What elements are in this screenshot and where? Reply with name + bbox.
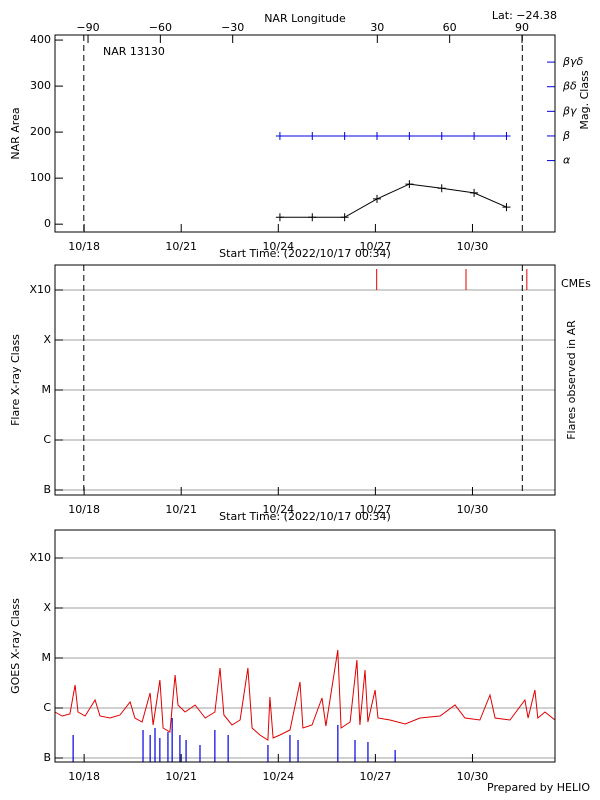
y-tick-label: 400 bbox=[30, 33, 51, 46]
x-tick-label: 10/30 bbox=[457, 240, 489, 253]
y2-axis-label: Flares observed in AR bbox=[565, 320, 578, 440]
x-tick-label: 10/24 bbox=[262, 240, 294, 253]
plot-frame bbox=[54, 264, 556, 496]
panel: B C M X X10 10/18 10/21 10/24 10/27 10/30 GOES X-r… bbox=[9, 529, 590, 794]
y-tick-label: X bbox=[43, 601, 51, 614]
x-tick-label: 10/24 bbox=[262, 770, 294, 783]
x-tick-label: 10/18 bbox=[68, 503, 100, 516]
point-marker bbox=[470, 131, 479, 140]
point-marker bbox=[340, 213, 349, 222]
y-tick-label: M bbox=[42, 383, 52, 396]
x2-tick-label: −90 bbox=[76, 21, 99, 34]
panel: B C M X X10 10/18 10/21 10/24 10/27 10/30 CMEs Star… bbox=[9, 264, 591, 523]
x-axis-label: Start Time: (2022/10/17 00:34) bbox=[219, 247, 391, 260]
x-tick-label: 10/27 bbox=[360, 503, 392, 516]
y-tick-label: 0 bbox=[44, 217, 51, 230]
point-marker bbox=[405, 180, 414, 189]
chart-title: NAR 13130 bbox=[103, 45, 165, 58]
x-tick-label: 10/21 bbox=[165, 770, 197, 783]
y-axis-label: GOES X-ray Class bbox=[9, 598, 22, 694]
y2-tick-label: βγδ bbox=[562, 55, 584, 68]
x-tick-label: 10/30 bbox=[457, 503, 489, 516]
point-marker bbox=[275, 213, 284, 222]
y-tick-label: C bbox=[43, 433, 51, 446]
y-tick-label: M bbox=[42, 651, 52, 664]
y-axis-label: Flare X-ray Class bbox=[9, 334, 22, 426]
y-tick-label: B bbox=[43, 483, 51, 496]
series-line bbox=[279, 183, 507, 218]
point-marker bbox=[308, 131, 317, 140]
plot-frame bbox=[54, 34, 556, 233]
point-marker bbox=[405, 131, 414, 140]
plot-frame bbox=[54, 529, 556, 763]
x2-tick-label: 60 bbox=[443, 21, 457, 34]
point-marker bbox=[373, 131, 382, 140]
y2-tick-label: β bbox=[562, 129, 570, 142]
y2-tick-label: βδ bbox=[562, 80, 577, 93]
y-tick-label: B bbox=[43, 751, 51, 764]
series-line bbox=[54, 649, 556, 741]
y2-axis-label: Mag. Class bbox=[578, 70, 591, 129]
x2-tick-label: −30 bbox=[221, 21, 244, 34]
x-tick-label: 10/27 bbox=[360, 240, 392, 253]
point-marker bbox=[470, 188, 479, 197]
y-tick-label: 200 bbox=[30, 125, 51, 138]
panel: 0 100 200 300 400 αβ βγ βδ βγδ 10/18 10/21 10/24 10/… bbox=[9, 9, 591, 260]
y-tick-label: 300 bbox=[30, 79, 51, 92]
y-axis-label: NAR Area bbox=[9, 107, 22, 159]
point-marker bbox=[437, 131, 446, 140]
x2-tick-label: −60 bbox=[149, 21, 172, 34]
x-axis-label: Start Time: (2022/10/17 00:34) bbox=[219, 510, 391, 523]
point-marker bbox=[340, 131, 349, 140]
point-marker bbox=[275, 131, 284, 140]
y-tick-label: C bbox=[43, 701, 51, 714]
x2-tick-label: 90 bbox=[515, 21, 529, 34]
y-tick-label: 100 bbox=[30, 171, 51, 184]
x2-tick-label: 30 bbox=[370, 21, 384, 34]
x-tick-label: 10/21 bbox=[165, 503, 197, 516]
y-tick-label: X bbox=[43, 333, 51, 346]
x-tick-label: 10/27 bbox=[360, 770, 392, 783]
y2-tick-label: α bbox=[563, 154, 571, 167]
point-marker bbox=[308, 213, 317, 222]
latitude-label: Lat: −24.38 bbox=[492, 9, 557, 22]
x-tick-label: 10/21 bbox=[165, 240, 197, 253]
x-tick-label: 10/30 bbox=[457, 770, 489, 783]
x-tick-label: 10/24 bbox=[262, 503, 294, 516]
point-marker bbox=[502, 203, 511, 212]
x-tick-label: 10/18 bbox=[68, 770, 100, 783]
x-tick-label: 10/18 bbox=[68, 240, 100, 253]
point-marker bbox=[437, 184, 446, 193]
point-marker bbox=[502, 131, 511, 140]
y-tick-label: X10 bbox=[29, 283, 51, 296]
point-marker bbox=[373, 194, 382, 203]
y2-tick-label: βγ bbox=[562, 104, 577, 117]
footer: Prepared by HELIO bbox=[487, 781, 590, 794]
cme-label: CMEs bbox=[561, 277, 591, 290]
x2-axis-label: NAR Longitude bbox=[264, 12, 346, 25]
y-tick-label: X10 bbox=[29, 551, 51, 564]
